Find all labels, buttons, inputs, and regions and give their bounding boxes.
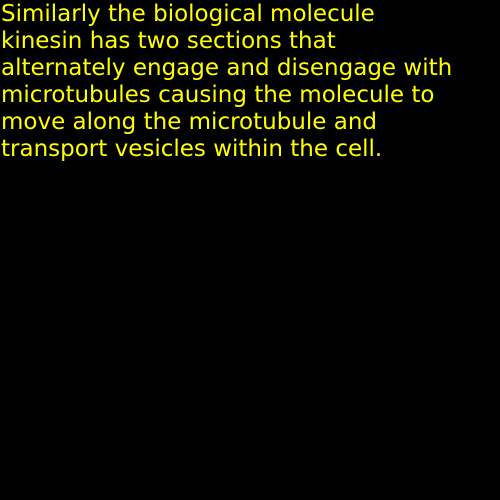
caption-text: Similarly the biological molecule kinesi… — [1, 1, 453, 162]
